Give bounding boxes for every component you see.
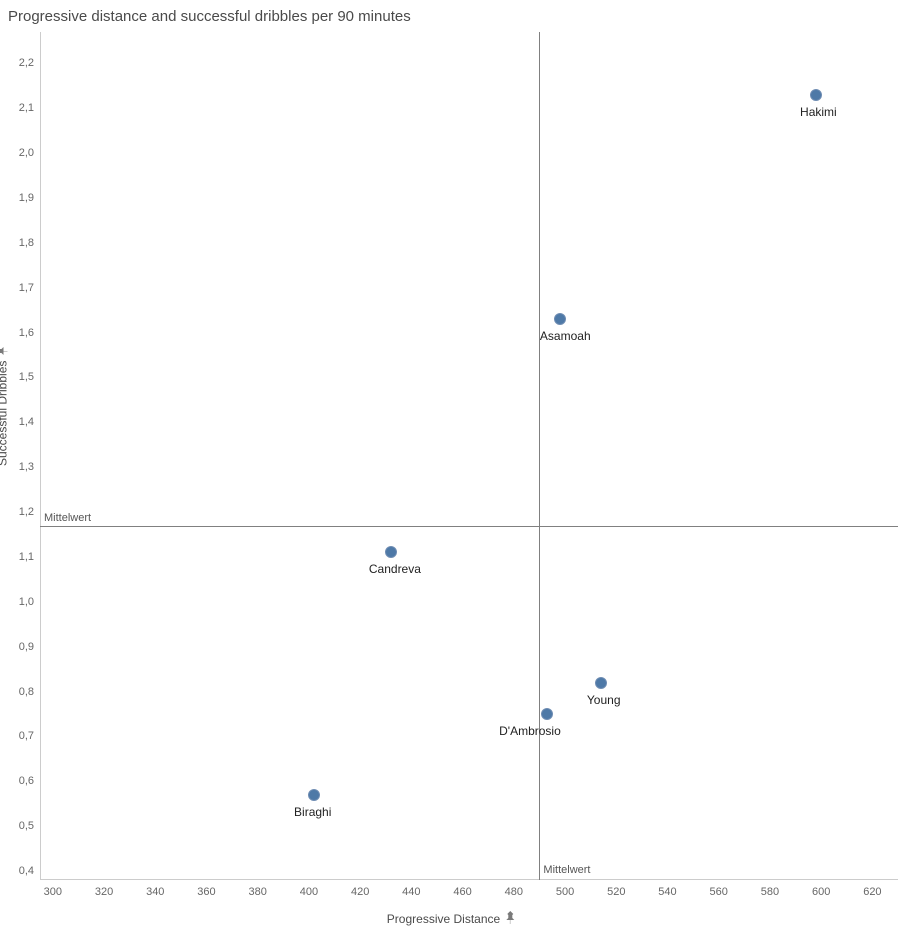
data-point[interactable]: [595, 677, 607, 689]
x-tick-label: 400: [300, 886, 318, 898]
y-tick-label: 0,5: [19, 820, 34, 832]
x-tick-label: 460: [453, 886, 471, 898]
pin-icon: [0, 344, 11, 356]
y-tick-label: 1,3: [19, 461, 34, 473]
y-tick-label: 1,7: [19, 282, 34, 294]
mean-label-vertical: Mittelwert: [543, 864, 590, 876]
data-point[interactable]: [554, 313, 566, 325]
plot-area: Mittelwert Mittelwert Hakimi Asamoah Candrev…: [40, 32, 898, 880]
scatter-chart: Progressive distance and successful drib…: [0, 0, 903, 931]
y-tick-label: 1,2: [19, 506, 34, 518]
x-tick-label: 500: [556, 886, 574, 898]
mean-label-horizontal: Mittelwert: [44, 512, 91, 524]
data-point-label: Young: [587, 693, 621, 707]
y-tick-label: 1,6: [19, 327, 34, 339]
x-tick-label: 560: [710, 886, 728, 898]
data-point-label: Candreva: [369, 562, 421, 576]
x-tick-label: 620: [863, 886, 881, 898]
x-tick-label: 440: [402, 886, 420, 898]
mean-line-vertical: [539, 32, 540, 880]
data-point[interactable]: [308, 789, 320, 801]
y-axis-label-text: Successful Dribbles: [0, 360, 9, 465]
y-tick-label: 1,1: [19, 551, 34, 563]
y-tick-label: 1,8: [19, 237, 34, 249]
y-tick-label: 2,2: [19, 57, 34, 69]
y-tick-label: 0,8: [19, 686, 34, 698]
y-tick-label: 0,6: [19, 775, 34, 787]
data-point-label: D'Ambrosio: [499, 724, 561, 738]
x-tick-label: 320: [95, 886, 113, 898]
x-tick-label: 360: [197, 886, 215, 898]
data-point[interactable]: [541, 708, 553, 720]
x-tick-label: 420: [351, 886, 369, 898]
x-tick-label: 480: [505, 886, 523, 898]
y-tick-label: 0,7: [19, 730, 34, 742]
y-tick-label: 2,0: [19, 147, 34, 159]
x-axis-label: Progressive Distance: [387, 910, 516, 927]
data-point[interactable]: [810, 89, 822, 101]
x-tick-label: 380: [249, 886, 267, 898]
data-point[interactable]: [385, 546, 397, 558]
data-point-label: Biraghi: [294, 805, 331, 819]
mean-line-horizontal: [40, 526, 898, 527]
pin-icon: [504, 910, 516, 927]
y-tick-label: 2,1: [19, 102, 34, 114]
x-tick-label: 520: [607, 886, 625, 898]
x-axis-label-text: Progressive Distance: [387, 912, 500, 926]
x-tick-label: 540: [658, 886, 676, 898]
x-tick-label: 300: [44, 886, 62, 898]
y-tick-label: 1,4: [19, 416, 34, 428]
y-tick-label: 0,9: [19, 641, 34, 653]
data-point-label: Hakimi: [800, 105, 837, 119]
chart-title: Progressive distance and successful drib…: [8, 8, 411, 25]
y-tick-label: 0,4: [19, 865, 34, 877]
y-tick-label: 1,0: [19, 596, 34, 608]
x-tick-label: 580: [761, 886, 779, 898]
x-tick-label: 340: [146, 886, 164, 898]
y-tick-label: 1,9: [19, 192, 34, 204]
y-tick-label: 1,5: [19, 371, 34, 383]
data-point-label: Asamoah: [540, 329, 591, 343]
x-tick-label: 600: [812, 886, 830, 898]
y-axis-label: Successful Dribbles: [0, 344, 11, 465]
